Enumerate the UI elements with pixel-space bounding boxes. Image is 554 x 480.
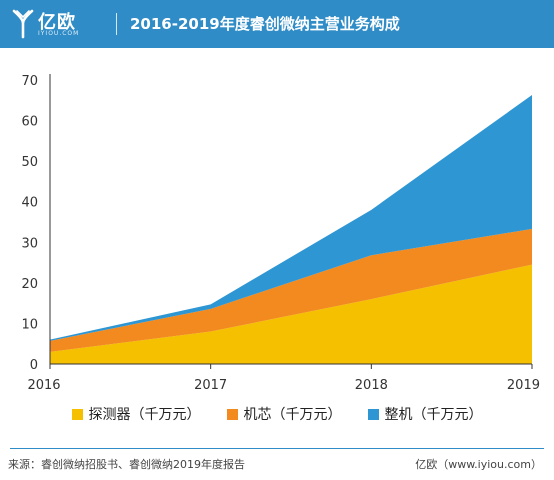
area-series-complete-unit: [50, 95, 532, 341]
area-series-detector: [50, 264, 532, 364]
y-tick-label: 70: [21, 74, 38, 89]
footer-divider: [10, 448, 544, 449]
legend-label-detector: 探测器（千万元）: [88, 407, 201, 423]
y-tick-label: 20: [21, 277, 38, 292]
legend-item-detector: 探测器（千万元）: [71, 404, 201, 424]
chart-title: 2016-2019年度睿创微纳主营业务构成: [130, 15, 400, 33]
logo-subtext: IYIOU.COM: [38, 30, 80, 37]
source-note: 来源：睿创微纳招股书、睿创微纳2019年度报告: [8, 458, 245, 471]
legend: 探测器（千万元） 机芯（千万元） 整机（千万元）: [0, 404, 554, 424]
header-divider: [116, 13, 117, 35]
area-chart: 0 10 20 30 40 50 60 70 2016 2017 2018 2019: [21, 74, 540, 393]
y-tick-label: 50: [21, 155, 38, 170]
legend-swatch-core: [226, 408, 238, 420]
x-tick-label: 2018: [355, 378, 388, 393]
x-tick-label: 2016: [27, 378, 60, 393]
legend-item-core: 机芯（千万元）: [226, 404, 342, 424]
x-tick-label: 2019: [507, 378, 540, 393]
y-tick-label: 30: [21, 236, 38, 251]
legend-swatch-detector: [71, 408, 83, 420]
y-tick-label: 10: [21, 317, 38, 332]
y-tick-label: 0: [30, 358, 38, 373]
legend-item-complete-unit: 整机（千万元）: [367, 404, 483, 424]
y-tick-label: 40: [21, 196, 38, 211]
yiou-logo-icon: [12, 9, 34, 39]
header-bar: 亿欧 IYIOU.COM 2016-2019年度睿创微纳主营业务构成: [0, 0, 554, 48]
legend-label-complete-unit: 整机（千万元）: [384, 407, 483, 423]
legend-swatch-complete-unit: [367, 408, 379, 420]
brand-credit: 亿欧（www.iyiou.com）: [415, 458, 542, 471]
legend-label-core: 机芯（千万元）: [243, 407, 342, 423]
y-tick-label: 60: [21, 115, 38, 130]
logo-text: 亿欧: [38, 12, 76, 33]
x-tick-label: 2017: [194, 378, 227, 393]
area-series-core: [50, 228, 532, 352]
